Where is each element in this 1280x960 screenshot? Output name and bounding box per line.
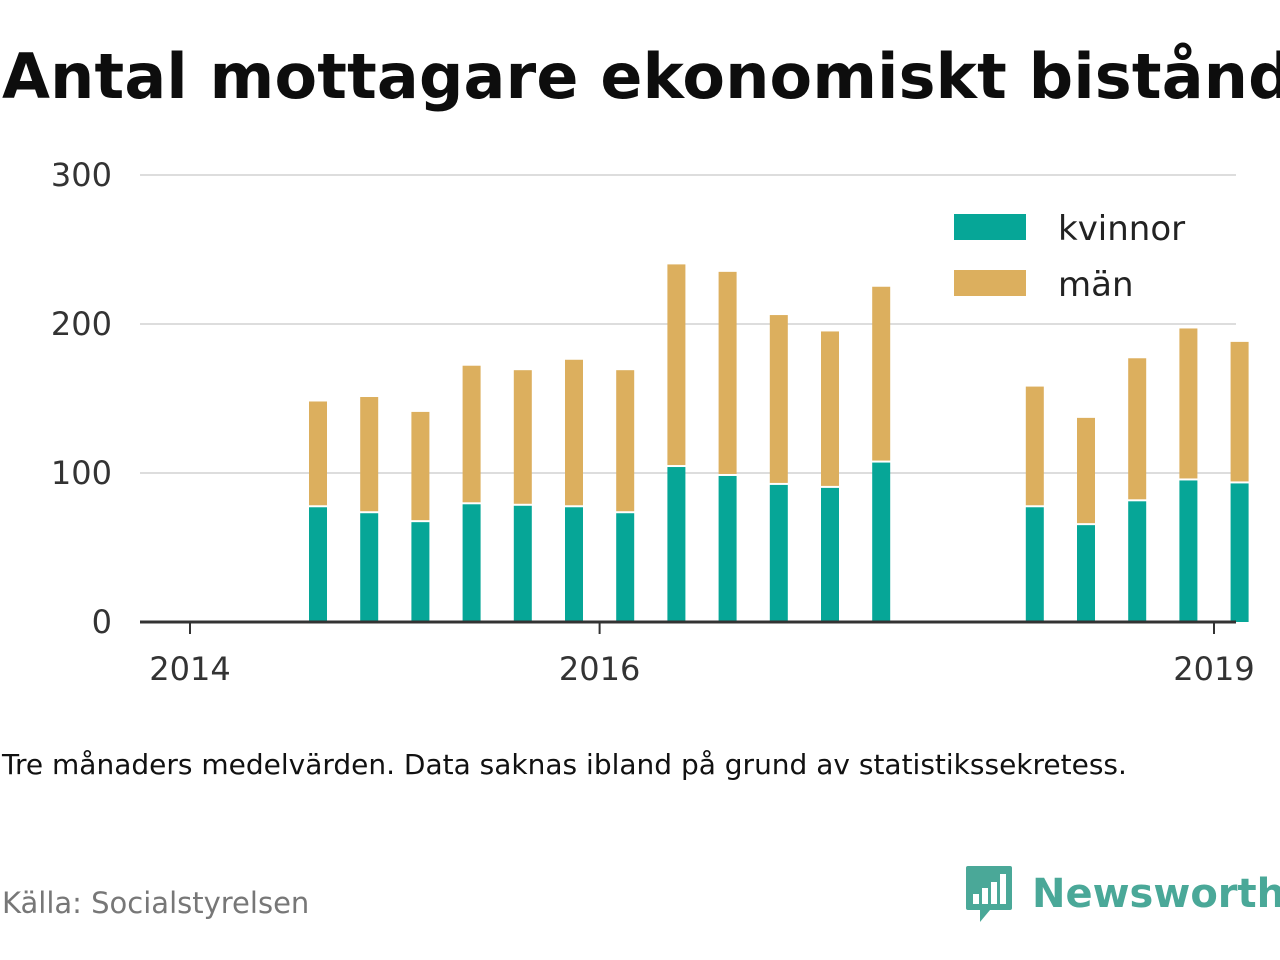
y-tick-label: 100 <box>51 454 112 492</box>
bar-kvinnor <box>462 504 481 622</box>
bar-kvinnor <box>718 475 737 622</box>
bar-kvinnor <box>769 484 788 622</box>
bar-man <box>769 315 788 483</box>
bar-man <box>411 411 430 521</box>
bar-kvinnor <box>1179 480 1198 622</box>
bar-man <box>565 359 583 506</box>
axes: 010020030020142016201920212023 <box>51 156 1255 688</box>
source-credit: Källa: Socialstyrelsen <box>2 886 310 920</box>
bar-man <box>667 264 686 466</box>
legend-swatch <box>954 270 1026 296</box>
bar-kvinnor <box>513 505 532 622</box>
legend-swatch <box>954 214 1026 240</box>
y-tick-label: 300 <box>51 156 112 194</box>
bar-man <box>1077 417 1095 524</box>
x-tick-label: 2014 <box>149 650 230 688</box>
bar-man <box>718 271 737 474</box>
legend: kvinnor män <box>938 198 1210 322</box>
bars <box>309 264 1249 622</box>
bar-man <box>309 401 327 506</box>
bar-kvinnor <box>1077 525 1095 622</box>
bar-chart-speech-bubble-icon <box>966 866 1012 922</box>
bar-kvinnor <box>616 513 635 622</box>
bar-man <box>1230 341 1249 482</box>
chart-title: Antal mottagare ekonomiskt bistånd <box>2 40 1280 113</box>
bar-kvinnor <box>1230 483 1249 622</box>
legend-label: kvinnor <box>1058 209 1185 249</box>
bar-man <box>872 286 891 461</box>
bar-man <box>513 370 532 504</box>
bar-man <box>462 365 481 503</box>
y-tick-label: 0 <box>92 603 112 641</box>
bar-man <box>1179 328 1198 479</box>
bar-kvinnor <box>821 487 839 622</box>
legend-label: män <box>1058 265 1134 305</box>
y-tick-label: 200 <box>51 305 112 343</box>
chart-note: Tre månaders medelvärden. Data saknas ib… <box>2 748 1127 781</box>
brand-logo: Newsworthy <box>964 864 1280 924</box>
bar-kvinnor <box>309 507 327 622</box>
bar-kvinnor <box>667 467 686 622</box>
bar-man <box>1128 358 1147 500</box>
bar-man <box>616 370 635 512</box>
bar-man <box>360 397 379 512</box>
bar-kvinnor <box>360 513 379 622</box>
bar-man <box>1025 386 1044 506</box>
bar-man <box>821 331 839 486</box>
x-tick-label: 2016 <box>559 650 640 688</box>
bar-kvinnor <box>411 522 430 622</box>
bar-kvinnor <box>565 507 583 622</box>
brand-name: Newsworthy <box>1032 871 1280 917</box>
x-tick-label: 2019 <box>1173 650 1254 688</box>
bar-kvinnor <box>1128 501 1147 622</box>
stacked-bar-chart: 010020030020142016201920212023 kvinnormä… <box>51 156 1255 688</box>
bar-kvinnor <box>1025 507 1044 622</box>
bar-kvinnor <box>872 462 891 622</box>
